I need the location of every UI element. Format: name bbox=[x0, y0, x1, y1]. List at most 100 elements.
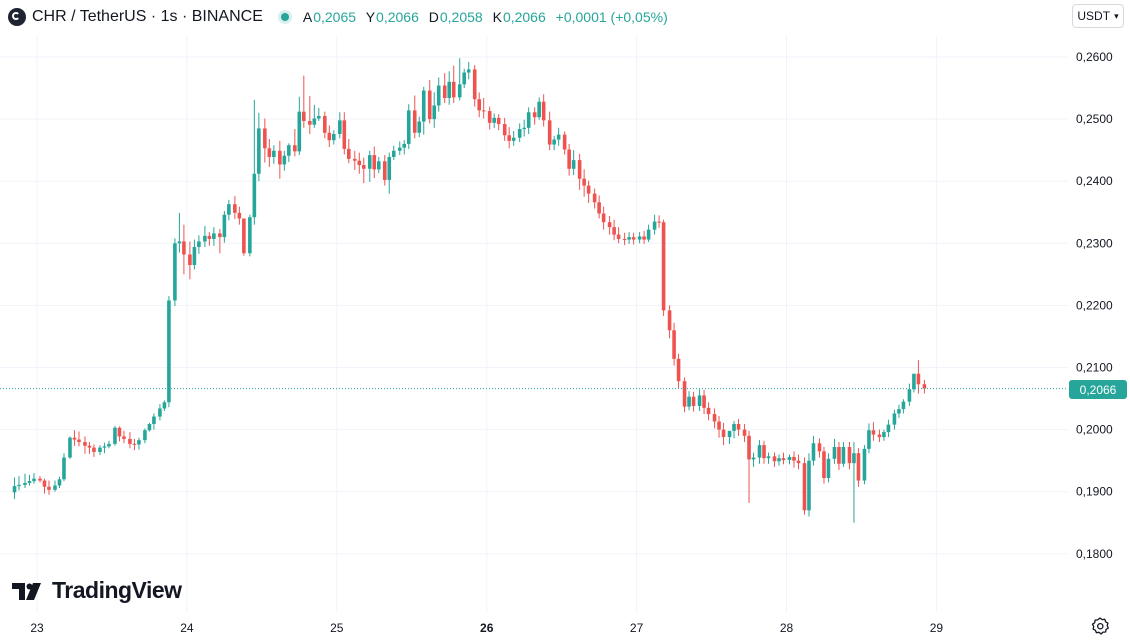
candle bbox=[901, 399, 906, 414]
candle bbox=[327, 125, 332, 148]
candle bbox=[751, 452, 756, 467]
candle bbox=[83, 436, 87, 454]
candle bbox=[432, 92, 437, 128]
candle bbox=[552, 135, 556, 151]
price-tick-label: 0,2400 bbox=[1076, 174, 1113, 188]
candle bbox=[571, 150, 576, 175]
candle bbox=[272, 145, 276, 164]
candle-body bbox=[622, 238, 627, 240]
candle bbox=[17, 476, 21, 491]
candle bbox=[382, 155, 387, 186]
candle-body bbox=[42, 480, 47, 487]
candle-body bbox=[637, 236, 642, 240]
candle-body bbox=[612, 227, 616, 235]
candle bbox=[627, 232, 631, 244]
candle-body bbox=[667, 310, 672, 331]
time-axis[interactable]: 23 24 25 26 27 28 29 bbox=[30, 621, 943, 635]
candle-body bbox=[822, 451, 826, 479]
candle-body bbox=[417, 121, 422, 133]
candle bbox=[736, 419, 741, 436]
candle-body bbox=[762, 445, 766, 459]
candle-body bbox=[376, 161, 381, 170]
candle-body bbox=[856, 453, 861, 481]
candle bbox=[541, 94, 546, 127]
candle-body bbox=[652, 221, 657, 230]
price-change: +0,0001 (+0,05%) bbox=[555, 9, 668, 25]
candle bbox=[92, 444, 96, 457]
candle bbox=[248, 214, 252, 257]
candle-body bbox=[312, 118, 317, 125]
price-tick-label: 0,2000 bbox=[1076, 423, 1113, 437]
candle-body bbox=[293, 145, 297, 152]
candle-body bbox=[317, 115, 321, 119]
candle-body bbox=[361, 165, 366, 169]
candle-body bbox=[237, 212, 242, 219]
candle-body bbox=[721, 429, 726, 438]
candle bbox=[672, 322, 676, 366]
price-tick-label: 0,2500 bbox=[1076, 112, 1113, 126]
candle bbox=[772, 452, 777, 467]
price-tick-label: 0,2600 bbox=[1076, 50, 1113, 64]
candle bbox=[757, 440, 762, 464]
candle bbox=[367, 150, 372, 182]
candle bbox=[113, 425, 117, 446]
candle bbox=[462, 68, 467, 89]
ohlc-low-label: D bbox=[428, 9, 439, 25]
market-status-icon[interactable] bbox=[280, 13, 289, 21]
candle bbox=[182, 224, 186, 275]
price-axis[interactable]: 0,2600 0,2500 0,2400 0,2300 0,2200 0,2100 0,20… bbox=[1076, 50, 1113, 561]
candle bbox=[361, 157, 366, 184]
candle-body bbox=[882, 432, 886, 438]
candle-body bbox=[511, 137, 516, 141]
tradingview-logo[interactable]: TradingView bbox=[12, 577, 182, 604]
candle bbox=[727, 430, 732, 444]
candle bbox=[522, 119, 526, 137]
candle bbox=[847, 442, 852, 470]
candle-body bbox=[68, 437, 72, 458]
candle-body bbox=[892, 413, 897, 425]
candle bbox=[267, 138, 272, 167]
candle-body bbox=[477, 99, 482, 111]
candle bbox=[442, 73, 447, 103]
candle-body bbox=[571, 160, 576, 169]
candle bbox=[38, 476, 42, 483]
candle bbox=[218, 229, 222, 254]
candle bbox=[297, 96, 302, 156]
candle-body bbox=[646, 229, 651, 240]
currency-selector[interactable]: USDT ▾ bbox=[1072, 4, 1124, 28]
candle-body bbox=[747, 435, 751, 460]
candle-body bbox=[297, 111, 302, 152]
candle-body bbox=[912, 373, 916, 390]
candle-body bbox=[712, 414, 717, 422]
candle-body bbox=[252, 173, 257, 218]
candle-body bbox=[302, 111, 306, 121]
time-tick-label: 28 bbox=[780, 621, 794, 635]
ohlc-values: A0,2065 Y0,2066 D0,2058 K0,2066 +0,0001 … bbox=[303, 9, 674, 25]
ohlc-open-value: 0,2065 bbox=[313, 9, 357, 25]
candle bbox=[387, 152, 392, 194]
candle-body bbox=[38, 478, 42, 481]
candle-body bbox=[352, 158, 357, 161]
candle bbox=[877, 429, 882, 443]
candle-body bbox=[83, 442, 87, 446]
candle bbox=[282, 150, 287, 171]
candle-body bbox=[751, 457, 756, 460]
candle-body bbox=[832, 446, 837, 459]
candle bbox=[391, 145, 396, 161]
candle bbox=[308, 96, 312, 135]
candle-body bbox=[852, 453, 856, 464]
symbol-title[interactable]: CHR / TetherUS · 1s · BINANCE bbox=[32, 8, 263, 25]
candle bbox=[652, 214, 657, 235]
candle-body bbox=[173, 243, 177, 301]
candle bbox=[263, 118, 267, 163]
candle-body bbox=[562, 134, 567, 150]
settings-gear-icon[interactable] bbox=[1090, 616, 1110, 636]
candle bbox=[207, 232, 212, 246]
candle-body bbox=[282, 155, 287, 165]
candle-body bbox=[586, 185, 591, 194]
tradingview-logo-icon bbox=[12, 582, 41, 600]
candle-body bbox=[601, 213, 606, 223]
candle bbox=[417, 116, 422, 138]
